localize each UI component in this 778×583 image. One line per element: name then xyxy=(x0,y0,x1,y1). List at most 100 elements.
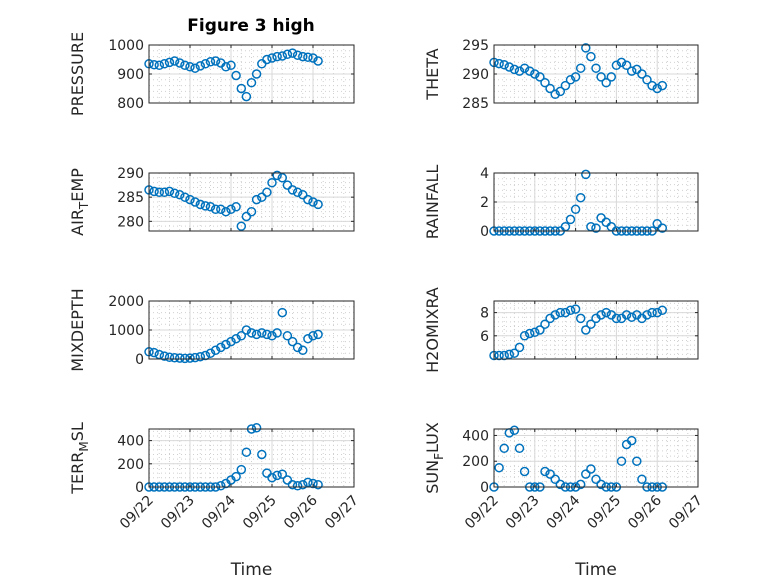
data-point xyxy=(221,62,231,72)
data-point xyxy=(313,199,323,210)
data-point xyxy=(565,305,576,316)
y-tick-label: 400 xyxy=(117,434,144,450)
y-tick-label: 280 xyxy=(117,214,144,230)
subplot-mixdepth: 0 1000 2000 MIXDEPTH xyxy=(68,288,355,372)
data-point xyxy=(616,57,627,68)
axes-box xyxy=(493,428,699,488)
data-point xyxy=(601,77,611,88)
data-point xyxy=(277,173,288,183)
data-point xyxy=(251,69,262,79)
data-point xyxy=(241,91,252,102)
data-point xyxy=(509,64,520,75)
data-point xyxy=(257,449,267,460)
data-point xyxy=(149,59,159,70)
data-point xyxy=(169,353,180,363)
data-point xyxy=(540,466,550,477)
data-point xyxy=(185,194,195,205)
data-point xyxy=(216,204,226,215)
x-tick-label: 09/25 xyxy=(240,493,280,533)
y-tick-label: 1000 xyxy=(108,323,144,339)
data-point xyxy=(313,56,323,66)
y-tick-label: 6 xyxy=(480,329,489,345)
data-point xyxy=(581,325,591,335)
data-point xyxy=(262,187,272,198)
data-point xyxy=(524,328,535,339)
subplot-sun-flux: 0 200 400 SUNFLUX 09/22 09/23 09/24 09/25 09/26 0… xyxy=(423,422,706,580)
data-point xyxy=(180,353,190,364)
data-point xyxy=(226,204,236,215)
data-point xyxy=(647,307,657,318)
data-point xyxy=(540,319,550,329)
y-axis-label: AIRTEMP xyxy=(68,168,91,236)
data-point xyxy=(226,60,236,71)
data-point xyxy=(149,347,159,358)
data-point xyxy=(514,342,525,353)
data-point xyxy=(236,331,247,341)
subplot-pressure: 800 900 1000 PRESSURE xyxy=(68,32,355,116)
data-point xyxy=(560,80,571,91)
data-point xyxy=(195,199,206,210)
data-point xyxy=(514,443,525,454)
data-point xyxy=(159,187,170,198)
data-point xyxy=(292,50,303,60)
subplot-theta: 285 290 295 THETA xyxy=(423,38,699,112)
data-point xyxy=(494,462,504,473)
data-point xyxy=(303,477,313,488)
data-point xyxy=(246,206,257,217)
data-point xyxy=(282,475,293,485)
data-point xyxy=(596,479,606,490)
data-point xyxy=(509,348,520,358)
data-point xyxy=(205,57,216,67)
x-tick-label: 09/26 xyxy=(281,492,321,532)
data-point xyxy=(251,329,262,340)
data-point xyxy=(499,59,509,70)
data-point xyxy=(509,425,520,436)
x-tick-label: 09/23 xyxy=(503,493,543,533)
data-point xyxy=(626,435,637,446)
data-point xyxy=(575,479,586,490)
y-tick-label: 800 xyxy=(117,96,144,112)
data-point xyxy=(611,313,622,324)
y-axis-label: PRESSURE xyxy=(68,32,87,116)
data-point xyxy=(287,479,298,490)
data-point xyxy=(190,197,200,207)
data-point xyxy=(210,345,221,356)
data-point xyxy=(535,325,545,335)
data-point xyxy=(272,51,282,62)
data-point xyxy=(272,170,282,181)
y-tick-label: 900 xyxy=(117,67,144,83)
axes-box xyxy=(493,300,699,360)
data-point xyxy=(175,190,185,200)
axes-box xyxy=(148,428,355,488)
data-point xyxy=(272,328,282,338)
y-tick-label: 2 xyxy=(480,195,489,211)
data-point xyxy=(303,333,313,344)
data-point xyxy=(277,469,288,479)
data-point xyxy=(169,56,180,66)
subplot-air-temp: 280 285 290 AIRTEMP xyxy=(68,166,355,236)
y-axis-label: SUNFLUX xyxy=(423,422,446,494)
data-point xyxy=(308,331,318,341)
data-point xyxy=(185,62,195,72)
x-tick-label: 09/27 xyxy=(322,493,362,533)
data-point xyxy=(535,72,545,82)
data-point xyxy=(596,310,606,320)
data-point xyxy=(257,192,267,202)
data-point xyxy=(231,333,241,344)
data-point xyxy=(226,336,236,347)
subplot-rainfall: 0 2 4 RAINFALL xyxy=(423,165,699,240)
data-point xyxy=(251,423,262,433)
data-point xyxy=(555,86,566,97)
y-tick-label: 0 xyxy=(480,224,489,240)
y-tick-label: 285 xyxy=(462,96,489,112)
data-point xyxy=(246,328,257,338)
data-point xyxy=(550,310,560,320)
y-tick-label: 290 xyxy=(462,67,489,83)
y-tick-label: 0 xyxy=(135,352,144,368)
data-point xyxy=(581,43,591,53)
data-point xyxy=(313,479,323,490)
x-tick-label: 09/22 xyxy=(462,493,502,533)
data-point xyxy=(626,66,637,76)
